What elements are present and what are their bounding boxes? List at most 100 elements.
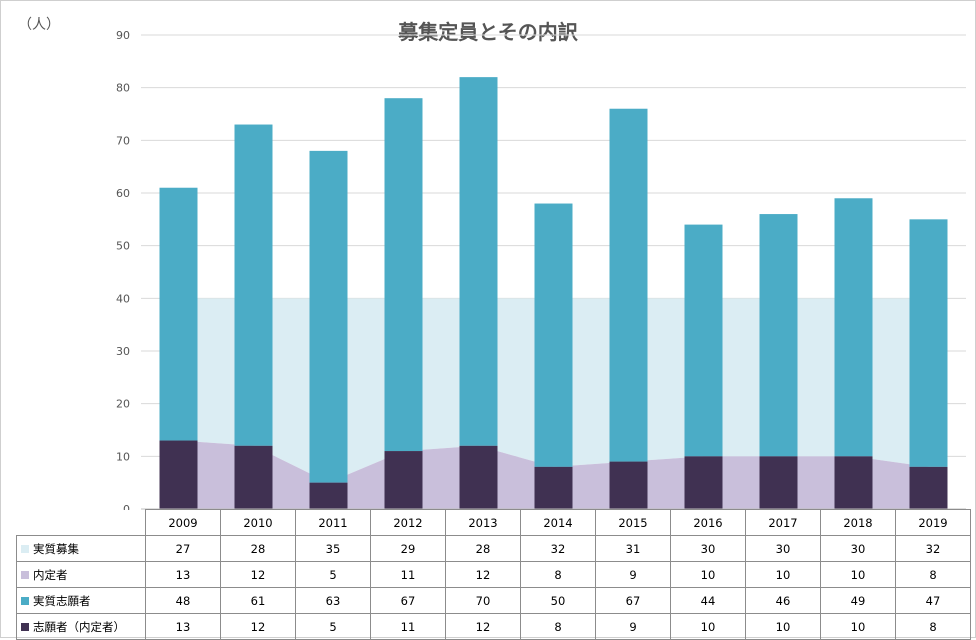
x-tick-label: 2015: [595, 509, 671, 536]
data-label: 44: [670, 587, 746, 614]
y-tick-label: 0: [123, 503, 130, 510]
data-label: 10: [745, 561, 821, 588]
data-label: 31: [595, 535, 671, 562]
data-label: 12: [445, 613, 521, 640]
data-label: 10: [670, 561, 746, 588]
data-label: 11: [370, 613, 446, 640]
data-label: 32: [520, 535, 596, 562]
bar-jisshitsu-shigansha: [159, 187, 198, 441]
data-label: 67: [370, 587, 446, 614]
data-label: 8: [895, 613, 971, 640]
legend-swatch: [21, 545, 29, 553]
data-label: 5: [295, 561, 371, 588]
x-tick-label: 2012: [370, 509, 446, 536]
data-label: 9: [595, 613, 671, 640]
x-tick-label: 2011: [295, 509, 371, 536]
data-label: 8: [520, 561, 596, 588]
legend-entry: 志願者（内定者）: [16, 613, 146, 640]
bar-jisshitsu-shigansha: [234, 124, 273, 446]
legend-entry: 実質志願者: [16, 587, 146, 614]
data-label: 9: [595, 561, 671, 588]
data-label: 10: [820, 561, 896, 588]
data-label: 48: [145, 587, 221, 614]
data-label: 12: [445, 561, 521, 588]
data-label: 29: [370, 535, 446, 562]
table-row: 内定者 13 12 5 11 12 8 9 10 10 10 8: [16, 561, 971, 588]
bar-shigansha-naiteisha: [309, 482, 348, 509]
x-tick-label: 2018: [820, 509, 896, 536]
data-label: 67: [595, 587, 671, 614]
data-label: 32: [895, 535, 971, 562]
data-label: 27: [145, 535, 221, 562]
y-tick-label: 30: [116, 345, 130, 358]
x-tick-label: 2010: [220, 509, 296, 536]
bar-shigansha-naiteisha: [909, 466, 948, 509]
y-tick-label: 70: [116, 134, 130, 147]
bar-shigansha-naiteisha: [459, 445, 498, 509]
data-label: 47: [895, 587, 971, 614]
legend-label: 志願者（内定者）: [33, 619, 125, 634]
data-label: 5: [295, 613, 371, 640]
data-label: 50: [520, 587, 596, 614]
bar-jisshitsu-shigansha: [534, 203, 573, 467]
bar-jisshitsu-shigansha: [309, 150, 348, 483]
data-label: 46: [745, 587, 821, 614]
data-label: 12: [220, 561, 296, 588]
data-label: 12: [220, 613, 296, 640]
data-label: 13: [145, 561, 221, 588]
bar-jisshitsu-shigansha: [909, 219, 948, 467]
bar-shigansha-naiteisha: [234, 445, 273, 509]
data-label: 28: [445, 535, 521, 562]
data-label: 30: [820, 535, 896, 562]
data-label: 30: [745, 535, 821, 562]
legend-entry: 内定者: [16, 561, 146, 588]
y-tick-label: 10: [116, 450, 130, 463]
chart-title: 募集定員とその内訳: [398, 20, 578, 44]
bar-shigansha-naiteisha: [384, 451, 423, 509]
data-label: 8: [895, 561, 971, 588]
y-unit-label: （人）: [18, 17, 60, 33]
x-tick-label: 2009: [145, 509, 221, 536]
bar-shigansha-naiteisha: [609, 461, 648, 509]
data-label: 28: [220, 535, 296, 562]
legend-entry: 実質募集: [16, 535, 146, 562]
y-tick-label: 40: [116, 292, 130, 305]
data-label: 10: [745, 613, 821, 640]
data-label: 13: [145, 613, 221, 640]
legend-label: 内定者: [33, 567, 68, 582]
bar-jisshitsu-shigansha: [459, 77, 498, 446]
bar-jisshitsu-shigansha: [609, 108, 648, 462]
y-tick-label: 90: [116, 29, 130, 42]
y-tick-label: 20: [116, 398, 130, 411]
data-table: 2009 2010 2011 2012 2013 2014 2015 2016 2017 2018…: [16, 509, 971, 640]
table-corner: [16, 509, 146, 536]
data-label: 70: [445, 587, 521, 614]
data-label: 30: [670, 535, 746, 562]
data-label: 8: [520, 613, 596, 640]
data-label: 35: [295, 535, 371, 562]
bar-shigansha-naiteisha: [759, 456, 798, 509]
bar-jisshitsu-shigansha: [759, 214, 798, 457]
legend-label: 実質募集: [33, 541, 79, 556]
data-label: 11: [370, 561, 446, 588]
data-label: 10: [820, 613, 896, 640]
table-row: 実質募集 27 28 35 29 28 32 31 30 30 30 32: [16, 535, 971, 562]
x-tick-label: 2013: [445, 509, 521, 536]
data-label: 10: [670, 613, 746, 640]
table-row: 志願者（内定者） 13 12 5 11 12 8 9 10 10 10 8: [16, 613, 971, 640]
bar-shigansha-naiteisha: [159, 440, 198, 509]
x-tick-label: 2019: [895, 509, 971, 536]
legend-label: 実質志願者: [33, 593, 91, 608]
legend-swatch: [21, 623, 29, 631]
bar-jisshitsu-shigansha: [834, 198, 873, 457]
bar-jisshitsu-shigansha: [684, 224, 723, 457]
table-row: 実質志願者 48 61 63 67 70 50 67 44 46 49 47: [16, 587, 971, 614]
y-tick-label: 60: [116, 187, 130, 200]
data-label: 61: [220, 587, 296, 614]
legend-swatch: [21, 571, 29, 579]
y-tick-label: 50: [116, 240, 130, 253]
x-tick-label: 2016: [670, 509, 746, 536]
chart-plot: 0 10 20 30 40 50 60 70 80 90: [116, 29, 966, 510]
legend-swatch: [21, 597, 29, 605]
bar-shigansha-naiteisha: [684, 456, 723, 509]
